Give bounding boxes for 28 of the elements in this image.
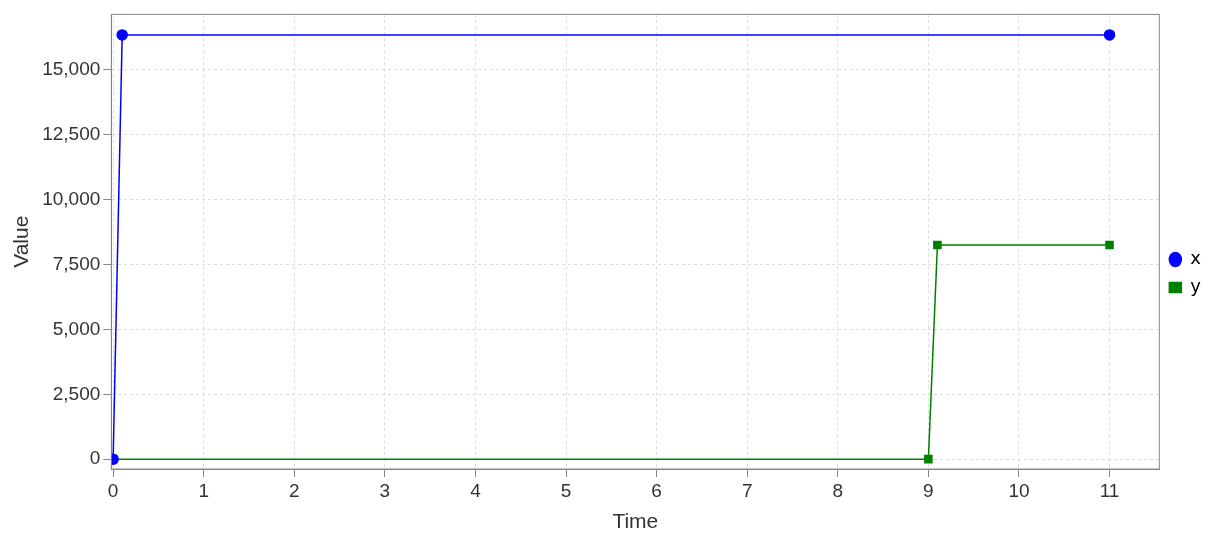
point bbox=[924, 454, 933, 464]
x-axis-title: Time bbox=[612, 509, 659, 533]
y-tick-label: 12,500 bbox=[42, 123, 101, 145]
y-tick-label: 2,500 bbox=[52, 382, 101, 404]
x-tick-label: 5 bbox=[560, 479, 572, 501]
x-tick-label: 4 bbox=[470, 479, 482, 501]
x-tick-label: 8 bbox=[832, 479, 844, 501]
y-tick-label: 0 bbox=[89, 447, 101, 469]
x-tick-label: 3 bbox=[379, 479, 391, 501]
legend-label: x bbox=[1190, 247, 1202, 269]
x-tick-label: 10 bbox=[1008, 479, 1030, 501]
x-tick-label: 11 bbox=[1099, 479, 1120, 501]
y-tick-label: 5,000 bbox=[52, 317, 101, 339]
y-tick-label: 15,000 bbox=[42, 58, 101, 80]
x-tick-label: 6 bbox=[651, 479, 662, 501]
legend-label: y bbox=[1190, 275, 1202, 297]
x-tick-label: 1 bbox=[198, 479, 209, 501]
x-tick-label: 2 bbox=[289, 479, 300, 501]
point bbox=[933, 240, 942, 250]
y-tick-label: 10,000 bbox=[42, 187, 101, 209]
x-tick-label: 7 bbox=[741, 479, 753, 501]
point bbox=[116, 29, 128, 41]
y-axis-title: Value bbox=[9, 215, 33, 268]
y-tick-label: 7,500 bbox=[52, 252, 101, 274]
x-tick-label: 0 bbox=[107, 479, 119, 501]
point bbox=[1105, 240, 1114, 250]
x-tick-label: 9 bbox=[923, 479, 934, 501]
point bbox=[1103, 29, 1116, 41]
